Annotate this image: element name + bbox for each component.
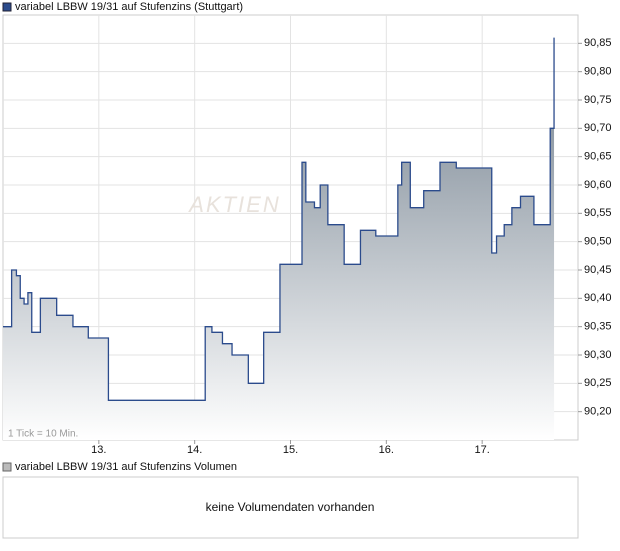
volume-message: keine Volumendaten vorhanden	[206, 500, 375, 514]
y-tick-label: 90,45	[584, 264, 612, 276]
y-tick-label: 90,80	[584, 66, 612, 78]
legend-swatch	[2, 2, 12, 12]
x-tick-label: 13.	[91, 444, 106, 456]
x-tick-label: 17.	[475, 444, 490, 456]
volume-panel	[2, 476, 579, 539]
y-tick-label: 90,75	[584, 94, 612, 106]
y-tick-label: 90,70	[584, 122, 612, 134]
y-tick-label: 90,25	[584, 377, 612, 389]
y-tick-label: 90,55	[584, 207, 612, 219]
x-tick-label: 16.	[379, 444, 394, 456]
y-tick-label: 90,35	[584, 321, 612, 333]
y-tick-label: 90,40	[584, 292, 612, 304]
volume-legend: variabel LBBW 19/31 auf Stufenzins Volum…	[15, 461, 237, 473]
volume-legend-swatch	[2, 462, 12, 472]
y-tick-label: 90,65	[584, 151, 612, 163]
area	[3, 37, 555, 441]
y-tick-label: 90,85	[584, 37, 612, 49]
tick-note: 1 Tick = 10 Min.	[8, 429, 78, 440]
y-tick-label: 90,50	[584, 236, 612, 248]
y-tick-label: 90,20	[584, 406, 612, 418]
x-tick-label: 15.	[283, 444, 298, 456]
chart-title: variabel LBBW 19/31 auf Stufenzins (Stut…	[15, 1, 243, 13]
line	[3, 37, 555, 401]
y-tick-label: 90,30	[584, 349, 612, 361]
watermark: AKTIEN	[187, 192, 280, 217]
x-tick-label: 14.	[187, 444, 202, 456]
y-tick-label: 90,60	[584, 179, 612, 191]
